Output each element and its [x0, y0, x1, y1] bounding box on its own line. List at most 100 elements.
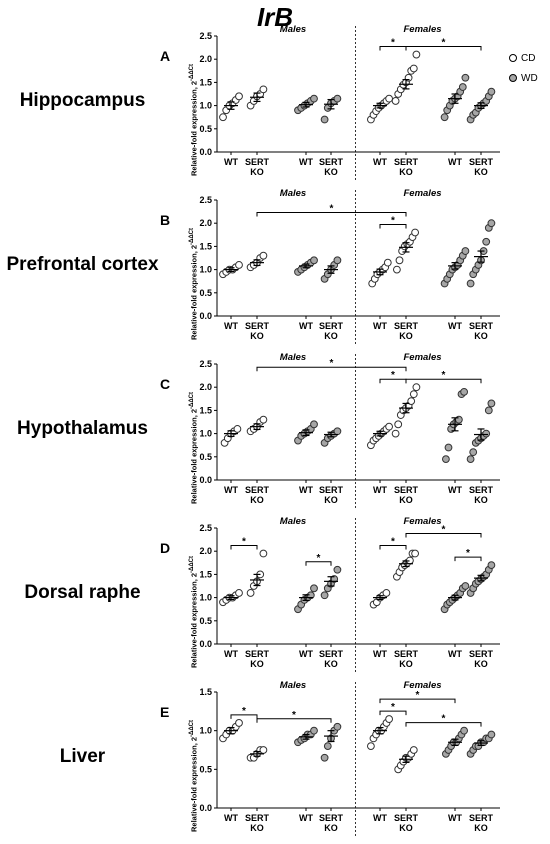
y-tick-label: 1.5 — [199, 569, 212, 579]
group-label-males: Males — [280, 680, 306, 691]
group-label-males: Males — [280, 24, 306, 35]
significance-bracket — [405, 533, 482, 538]
region-label: Liver — [59, 746, 106, 767]
x-category-label: SERT — [469, 485, 494, 495]
x-category-label: KO — [399, 659, 413, 669]
y-tick-label: 0.5 — [199, 452, 212, 462]
x-category-label: WT — [373, 157, 387, 167]
y-tick-label: 0.0 — [199, 639, 212, 649]
x-category-label: KO — [474, 167, 488, 177]
data-point — [333, 722, 342, 731]
x-category-label: WT — [224, 157, 238, 167]
significance-marker: * — [242, 706, 246, 717]
data-point — [461, 582, 470, 590]
data-point — [391, 429, 400, 438]
y-tick-label: 0.5 — [199, 764, 212, 774]
data-point — [460, 726, 469, 735]
data-point — [235, 92, 243, 101]
significance-marker: * — [442, 38, 446, 49]
legend-item-cd: CD — [509, 48, 550, 68]
x-category-label: WT — [299, 649, 313, 659]
data-point — [259, 415, 268, 424]
y-tick-label: 2.5 — [199, 523, 212, 533]
y-tick-label: 1.0 — [199, 265, 212, 275]
x-category-label: KO — [324, 659, 338, 669]
x-category-label: SERT — [394, 321, 419, 331]
data-point — [259, 85, 268, 94]
data-point — [320, 591, 329, 600]
significance-marker: * — [242, 537, 246, 548]
data-point — [310, 584, 318, 593]
x-category-label: KO — [250, 495, 264, 505]
y-tick-label: 2.0 — [199, 54, 212, 64]
group-label-males: Males — [280, 516, 306, 527]
x-category-label: SERT — [245, 321, 270, 331]
significance-marker: * — [466, 548, 470, 559]
region-label: Prefrontal cortex — [6, 254, 159, 275]
data-point — [482, 237, 491, 246]
legend-label-wd: WD — [521, 72, 538, 84]
data-point — [460, 387, 469, 396]
significance-bracket — [305, 561, 332, 566]
legend-label-cd: CD — [521, 52, 536, 64]
data-point — [442, 455, 450, 464]
data-point — [466, 279, 475, 288]
data-point — [385, 715, 394, 723]
data-point — [391, 97, 400, 105]
significance-bracket — [405, 46, 482, 51]
significance-marker: * — [442, 370, 446, 381]
significance-bracket — [230, 714, 258, 719]
x-category-label: SERT — [319, 157, 344, 167]
panel-letter: E — [160, 704, 170, 720]
legend-swatch-wd — [509, 74, 517, 82]
x-category-label: SERT — [319, 321, 344, 331]
significance-marker: * — [391, 702, 395, 713]
x-category-label: KO — [250, 659, 264, 669]
y-tick-label: 1.5 — [199, 241, 212, 251]
x-category-label: KO — [474, 823, 488, 833]
x-category-label: KO — [324, 167, 338, 177]
x-category-label: SERT — [394, 157, 419, 167]
significance-bracket — [256, 366, 407, 372]
data-point — [320, 115, 329, 124]
data-point — [466, 455, 475, 464]
data-point — [310, 256, 318, 265]
data-point — [235, 261, 243, 269]
data-point — [412, 50, 421, 59]
data-point — [394, 420, 403, 429]
x-category-label: WT — [224, 321, 238, 331]
data-point — [383, 258, 392, 267]
y-tick-label: 2.5 — [199, 359, 212, 369]
significance-bracket — [405, 378, 482, 384]
y-tick-label: 2.0 — [199, 546, 212, 556]
group-label-males: Males — [280, 352, 306, 363]
x-category-label: WT — [224, 485, 238, 495]
significance-marker: * — [416, 690, 420, 701]
significance-marker: * — [391, 537, 395, 548]
group-label-males: Males — [280, 188, 306, 199]
x-category-label: KO — [250, 331, 264, 341]
x-category-label: KO — [399, 331, 413, 341]
legend: CD WD — [509, 48, 550, 88]
significance-bracket — [379, 223, 407, 229]
y-tick-label: 0.5 — [199, 616, 212, 626]
data-point — [409, 390, 418, 399]
x-category-label: WT — [448, 321, 462, 331]
x-category-label: SERT — [394, 485, 419, 495]
data-point — [233, 425, 242, 433]
x-category-label: SERT — [245, 813, 270, 823]
data-point — [310, 94, 318, 103]
significance-marker: * — [391, 215, 395, 226]
data-point — [385, 94, 394, 103]
significance-marker: * — [292, 710, 296, 721]
data-point — [458, 83, 467, 91]
data-point — [412, 383, 421, 392]
data-point — [407, 397, 416, 406]
y-tick-label: 1.5 — [199, 687, 212, 697]
y-tick-label: 0.5 — [199, 288, 212, 298]
x-category-label: SERT — [469, 813, 494, 823]
significance-bracket — [256, 718, 332, 723]
